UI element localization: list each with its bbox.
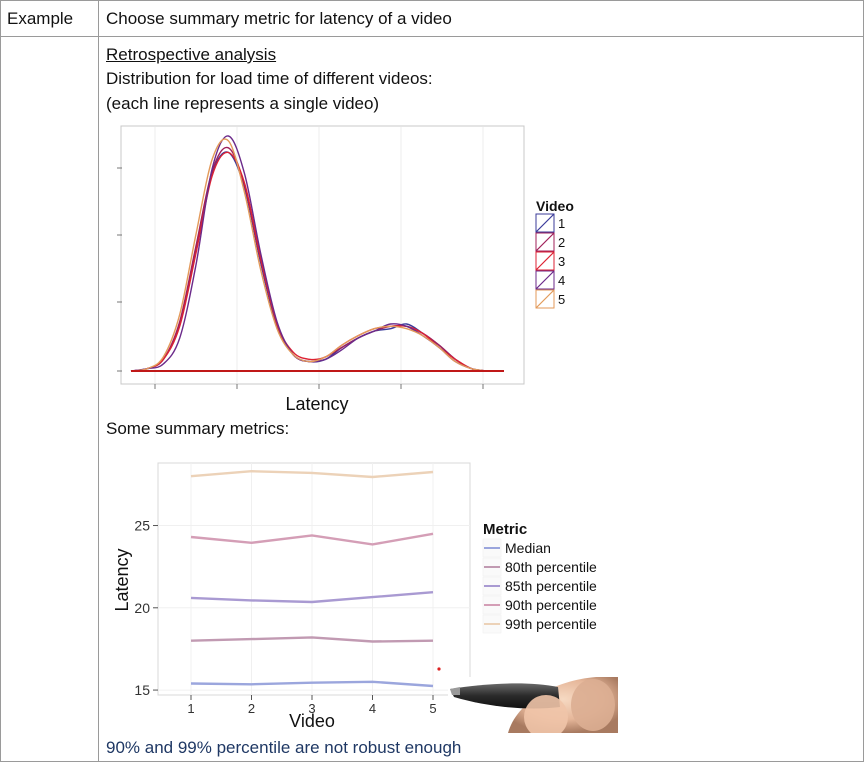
metrics-x-tick-label: 1 bbox=[187, 701, 194, 716]
density-legend-label: 1 bbox=[558, 216, 565, 231]
metrics-x-tick-label: 3 bbox=[308, 701, 315, 716]
metrics-y-tick-label: 20 bbox=[134, 600, 150, 616]
metrics-legend-label: 85th percentile bbox=[505, 578, 597, 594]
density-legend-swatch bbox=[535, 270, 555, 290]
metrics-line-85th-percentile bbox=[190, 591, 434, 604]
metrics-plot-panel bbox=[157, 462, 471, 696]
metrics-legend-label: 90th percentile bbox=[505, 597, 597, 613]
metrics-y-tick-label: 15 bbox=[134, 682, 150, 698]
table-column-divider bbox=[98, 0, 99, 762]
description-line-1: Distribution for load time of different … bbox=[106, 69, 433, 88]
density-legend-label: 3 bbox=[558, 254, 565, 269]
row1-text: Choose summary metric for latency of a v… bbox=[106, 9, 452, 28]
table-row-divider bbox=[0, 36, 864, 37]
latency-density-chart: Latency Video 1 2 3 4 5 bbox=[117, 125, 574, 414]
density-x-axis-label: Latency bbox=[285, 394, 348, 414]
laser-pointer-dot bbox=[437, 667, 441, 671]
density-legend-swatch bbox=[535, 251, 555, 271]
density-legend-title: Video bbox=[536, 198, 574, 214]
metrics-line-90th-percentile bbox=[190, 532, 434, 546]
table-border-right bbox=[863, 0, 864, 762]
metrics-x-tick-label: 4 bbox=[369, 701, 376, 716]
table-border-bottom bbox=[0, 761, 864, 762]
density-legend-swatch bbox=[535, 289, 555, 309]
density-line-video-5 bbox=[130, 138, 505, 372]
density-legend-label: 5 bbox=[558, 292, 565, 307]
table-border-left bbox=[0, 0, 1, 762]
density-legend-swatch bbox=[535, 213, 555, 233]
density-plot-panel bbox=[120, 125, 525, 385]
metrics-line-median bbox=[190, 680, 434, 688]
metrics-legend-label: 99th percentile bbox=[505, 616, 597, 632]
row1-label: Example bbox=[7, 9, 74, 28]
density-legend-swatch bbox=[535, 232, 555, 252]
metrics-y-tick-label: 25 bbox=[134, 518, 150, 534]
metrics-x-axis-label: Video bbox=[289, 711, 335, 731]
metrics-x-tick-label: 2 bbox=[248, 701, 255, 716]
metrics-legend-title: Metric bbox=[483, 521, 527, 538]
table-border-top bbox=[0, 0, 864, 1]
density-legend-label: 4 bbox=[558, 273, 565, 288]
hand-with-pen-image bbox=[448, 677, 618, 733]
metrics-legend-label: Median bbox=[505, 540, 551, 556]
summary-heading: Some summary metrics: bbox=[106, 419, 290, 438]
section-title: Retrospective analysis bbox=[106, 45, 277, 64]
density-legend-label: 2 bbox=[558, 235, 565, 250]
metrics-legend-label: 80th percentile bbox=[505, 559, 597, 575]
conclusion-text: 90% and 99% percentile are not robust en… bbox=[106, 738, 462, 757]
metrics-line-80th-percentile bbox=[190, 636, 434, 643]
metrics-y-axis-label: Latency bbox=[112, 548, 132, 611]
summary-metrics-chart: 1 2 3 4 5 15 20 25 Latency Video Metric Median 8… bbox=[112, 462, 597, 731]
description-line-2: (each line represents a single video) bbox=[106, 94, 380, 113]
metrics-line-99th-percentile bbox=[190, 469, 434, 479]
metrics-x-tick-label: 5 bbox=[429, 701, 436, 716]
